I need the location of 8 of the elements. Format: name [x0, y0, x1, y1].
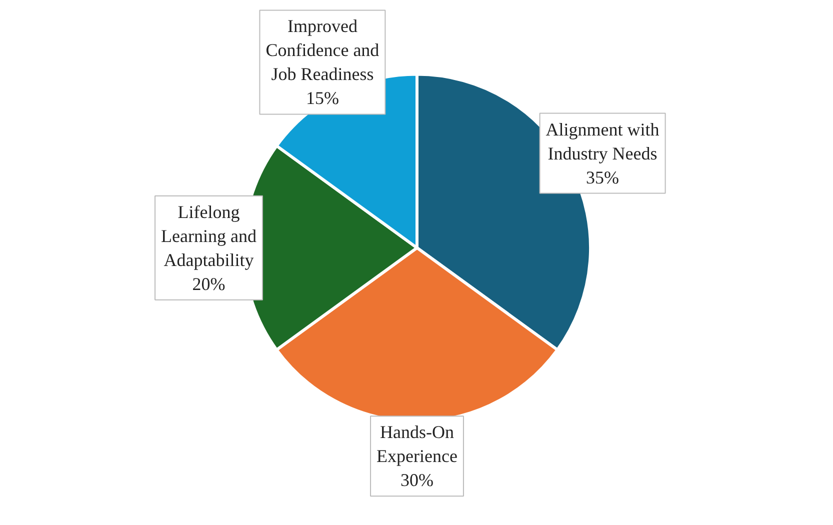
- slice-label: Hands-On Experience: [376, 422, 458, 466]
- data-label: 20%: [192, 274, 226, 294]
- data-label: 35%: [586, 167, 620, 188]
- data-label: 15%: [306, 88, 339, 108]
- data-label: 30%: [400, 470, 434, 490]
- slice-label: Improved Confidence and Job Readiness: [266, 16, 380, 84]
- slice-label: Lifelong Learning and Adaptability: [161, 202, 256, 270]
- slice-label: Alignment with Industry Needs: [546, 119, 660, 164]
